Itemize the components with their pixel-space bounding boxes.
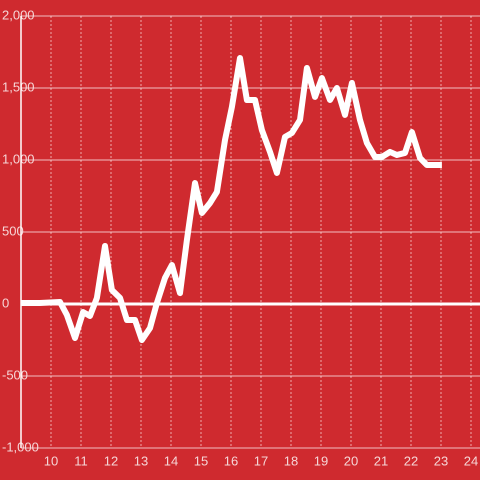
x-tick-label: 15 [194, 453, 208, 468]
x-tick-label: 13 [134, 453, 148, 468]
x-tick-label: 19 [314, 453, 328, 468]
x-tick-label: 11 [74, 453, 88, 468]
x-tick-label: 10 [44, 453, 58, 468]
data-line [21, 55, 442, 343]
y-tick-label: 500 [2, 223, 24, 238]
x-tick-label: 14 [164, 453, 178, 468]
x-tick-label: 21 [374, 453, 388, 468]
x-tick-label: 20 [344, 453, 358, 468]
y-tick-label: 0 [2, 295, 9, 310]
y-tick-label: 1,000 [2, 151, 35, 166]
y-tick-label: 2,000 [2, 7, 35, 22]
y-tick-label: 1,500 [2, 79, 35, 94]
x-tick-label: 18 [284, 453, 298, 468]
y-tick-label: -500 [2, 367, 28, 382]
x-tick-label: 12 [104, 453, 118, 468]
x-tick-label: 24 [464, 453, 478, 468]
x-tick-label: 23 [434, 453, 448, 468]
x-tick-label: 16 [224, 453, 238, 468]
x-tick-label: 17 [254, 453, 268, 468]
x-tick-label: 22 [404, 453, 418, 468]
